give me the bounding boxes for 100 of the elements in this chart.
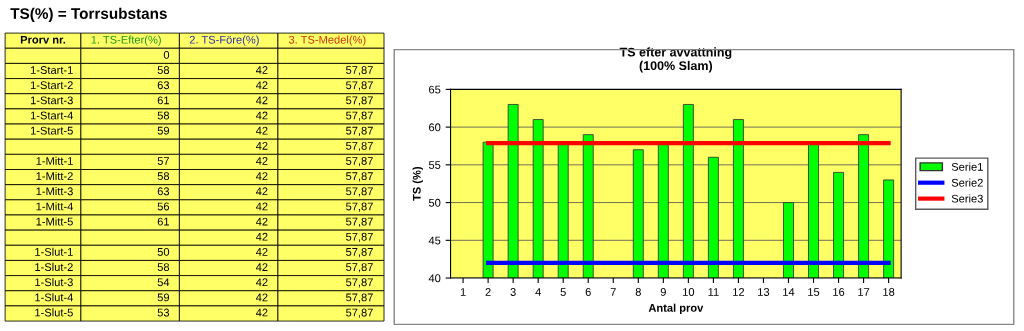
y-tick-label: 45	[428, 236, 441, 245]
text: 57,87	[346, 278, 373, 288]
x-tick-label: 4	[535, 288, 541, 296]
text: 42	[255, 217, 268, 226]
x-tick-label: 17	[858, 288, 870, 296]
text: 42	[255, 187, 268, 196]
text: 42	[255, 232, 268, 241]
category-label: Prorv nr.	[20, 35, 66, 44]
text: 50	[157, 247, 170, 256]
text: 57,87	[346, 202, 373, 212]
y-axis-title: TS (%)	[412, 166, 423, 201]
text: 58	[157, 263, 170, 272]
legend-label: Serie2	[951, 178, 983, 187]
text: 57	[157, 157, 169, 165]
text: 57,87	[346, 157, 373, 167]
category-label: 1-Start-4	[30, 111, 73, 120]
text: 57,87	[346, 247, 373, 258]
x-axis-title: Antal prov	[648, 303, 704, 315]
text: 42	[255, 111, 268, 120]
x-tick-label: 18	[883, 288, 895, 296]
x-tick-label: 14	[783, 288, 795, 296]
y-tick-label: 60	[429, 123, 441, 132]
text: 57,87	[346, 232, 373, 243]
x-tick-label: 16	[833, 288, 845, 296]
category-label: 1-Slut-5	[35, 308, 73, 317]
text: 42	[255, 157, 268, 165]
text: 53	[157, 308, 170, 317]
text: TS(%) = Torrsubstans	[10, 7, 167, 23]
legend-label: Serie1	[951, 162, 983, 171]
text: 63	[157, 187, 170, 196]
text: 57,87	[346, 66, 373, 76]
text: 54	[157, 278, 170, 287]
y-tick-label: 40	[428, 274, 441, 283]
text: 57,87	[346, 308, 373, 318]
text: 42	[255, 126, 268, 135]
text: 42	[255, 293, 268, 302]
text: 42	[255, 202, 268, 211]
category-label: 1-Mitt-3	[36, 187, 73, 196]
x-tick-label: 2	[485, 288, 491, 296]
text: 42	[255, 247, 268, 256]
text: 56	[157, 202, 170, 211]
text: 42	[255, 81, 268, 90]
category-label: 1-Slut-4	[35, 293, 73, 302]
text: 0	[163, 50, 170, 59]
category-label: 1-Mitt-1	[36, 156, 73, 165]
chart-subtitle: (100% Slam)	[639, 60, 713, 73]
text: 61	[157, 96, 170, 105]
text: 57,87	[346, 81, 373, 91]
text: 58	[157, 66, 170, 74]
x-tick-label: 1	[460, 288, 466, 296]
legend-label: Serie3	[951, 194, 983, 203]
text: 59	[157, 293, 170, 302]
x-tick-label: 15	[808, 288, 820, 296]
text: 57,87	[346, 126, 373, 136]
text: 42	[255, 96, 268, 105]
category-label: 1-Slut-1	[35, 247, 73, 256]
y-tick-label: 50	[428, 198, 441, 207]
text: 57,87	[346, 293, 373, 303]
category-label: 1-Mitt-5	[36, 217, 73, 226]
text: 58	[157, 111, 170, 120]
category-label: 1. TS-Efter(%)	[91, 35, 161, 46]
text: 57,87	[346, 172, 373, 182]
category-label: 1-Start-3	[30, 96, 73, 105]
x-tick-label: 10	[683, 288, 695, 296]
x-tick-label: 11	[708, 288, 719, 296]
category-label: 1-Mitt-2	[36, 171, 73, 181]
text: 58	[157, 172, 170, 181]
category-label: 1-Slut-2	[35, 262, 73, 272]
x-tick-label: 3	[510, 288, 516, 296]
text: 59	[157, 126, 170, 135]
category-label: 1-Slut-3	[35, 278, 73, 287]
text: 57,87	[346, 111, 373, 121]
text: 61	[157, 217, 170, 226]
category-label: 3. TS-Medel(%)	[288, 35, 366, 46]
x-tick-label: 12	[733, 288, 745, 296]
category-label: 1-Start-2	[30, 81, 73, 90]
text: 57,87	[346, 96, 373, 106]
text: 42	[255, 263, 268, 271]
category-label: 1-Start-1	[30, 66, 73, 74]
category-label: 2. TS-Före(%)	[189, 35, 259, 46]
text: 63	[157, 81, 170, 90]
x-tick-label: 6	[585, 288, 591, 296]
category-label: 1-Mitt-4	[36, 202, 73, 211]
y-tick-label: 65	[429, 85, 441, 94]
text: 42	[255, 308, 268, 317]
y-tick-label: 55	[428, 161, 441, 169]
text: 57,87	[346, 263, 373, 273]
category-label: 1-Start-5	[30, 126, 73, 135]
x-tick-label: 13	[758, 288, 770, 296]
x-tick-label: 7	[610, 288, 616, 296]
text: 42	[255, 278, 268, 287]
text: 57,87	[346, 217, 373, 227]
text: 42	[255, 141, 268, 150]
text: 57,87	[346, 187, 373, 197]
x-tick-label: 9	[660, 288, 666, 296]
x-tick-label: 5	[560, 288, 566, 296]
text: 42	[255, 66, 268, 74]
x-tick-label: 8	[635, 288, 641, 296]
text: 42	[255, 172, 268, 180]
text: 57,87	[346, 141, 373, 152]
